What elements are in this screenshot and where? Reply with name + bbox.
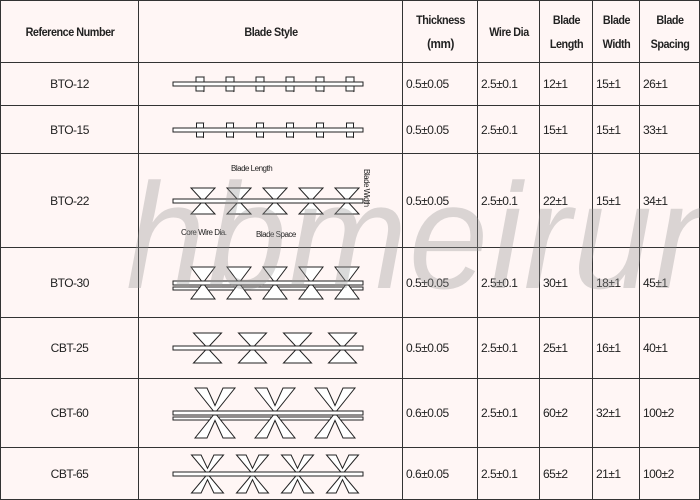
length-cell: 25±1 <box>539 317 593 379</box>
width-cell: 15±1 <box>592 105 640 154</box>
table-row: BTO-30 0.5±0.05 2.5±0.1 30±1 18±1 45±1 <box>0 247 700 318</box>
length-cell: 65±2 <box>539 447 593 500</box>
label-blade-length: Blade Length <box>231 164 272 173</box>
blade-style-drawing <box>172 122 363 138</box>
thickness-cell: 0.6±0.05 <box>402 378 478 448</box>
wire-cell: 2.5±0.1 <box>477 378 540 448</box>
length-cell: 15±1 <box>539 105 593 154</box>
width-cell: 21±1 <box>592 447 640 500</box>
blade-style-cell: Blade Length Core Wire Dia. Blade Space Bla… <box>138 153 403 248</box>
thickness-cell: 0.5±0.05 <box>402 62 478 106</box>
length-cell: 60±2 <box>539 378 593 448</box>
ref-cell: CBT-60 <box>0 378 139 448</box>
header-thickness: Thickness (mm) <box>405 0 475 63</box>
table-row: BTO-22 Blade Length Core Wire Dia. Blade S… <box>0 153 700 248</box>
table-row: BTO-12 0.5±0.05 2.5±0.1 12±1 15±1 26±1 <box>0 62 700 106</box>
length-cell: 22±1 <box>539 153 593 248</box>
length-cell: 12±1 <box>539 62 593 106</box>
header-wire: Wire Dia <box>480 0 537 63</box>
table-row: CBT-25 0.5±0.05 2.5±0.1 25±1 16±1 40±1 <box>0 317 700 379</box>
wire-cell: 2.5±0.1 <box>477 247 540 318</box>
header-style: Blade Style <box>151 0 390 63</box>
blade-style-drawing <box>172 266 363 299</box>
spacing-cell: 100±2 <box>639 378 700 448</box>
width-cell: 16±1 <box>592 317 640 379</box>
header-length: Blade Length <box>541 0 591 63</box>
ref-cell: CBT-65 <box>0 447 139 500</box>
thickness-cell: 0.5±0.05 <box>402 247 478 318</box>
label-blade-space: Blade Space <box>256 230 297 239</box>
spacing-cell: 40±1 <box>639 317 700 379</box>
blade-style-drawing <box>172 387 363 439</box>
width-cell: 15±1 <box>592 153 640 248</box>
header-row: Reference Number Blade Style Thickness (m… <box>1 0 700 63</box>
spacing-cell: 33±1 <box>639 105 700 154</box>
wire-cell: 2.5±0.1 <box>477 153 540 248</box>
blade-style-cell <box>138 247 403 318</box>
blade-style-drawing: Blade Length Core Wire Dia. Blade Space Bla… <box>172 164 371 239</box>
blade-style-cell <box>138 317 403 379</box>
width-cell: 32±1 <box>592 378 640 448</box>
wire-cell: 2.5±0.1 <box>477 317 540 379</box>
header-ref: Reference Number <box>6 0 133 63</box>
blade-style-cell <box>138 447 403 500</box>
length-cell: 30±1 <box>539 247 593 318</box>
thickness-cell: 0.5±0.05 <box>402 105 478 154</box>
ref-cell: BTO-15 <box>0 105 139 154</box>
blade-style-drawing <box>172 332 363 364</box>
wire-cell: 2.5±0.1 <box>477 62 540 106</box>
label-core-wire: Core Wire Dia. <box>181 228 227 237</box>
header-width: Blade Width <box>594 0 638 63</box>
blade-style-cell <box>138 105 403 154</box>
width-cell: 15±1 <box>592 62 640 106</box>
thickness-cell: 0.6±0.05 <box>402 447 478 500</box>
spacing-cell: 26±1 <box>639 62 700 106</box>
table-row: CBT-65 0.6±0.05 2.5±0.1 65±2 21±1 100±2 <box>0 447 700 500</box>
wire-cell: 2.5±0.1 <box>477 105 540 154</box>
spacing-cell: 45±1 <box>639 247 700 318</box>
blade-style-cell <box>138 378 403 448</box>
label-blade-width: Blade Width <box>362 169 371 207</box>
blade-style-cell <box>138 62 403 106</box>
thickness-cell: 0.5±0.05 <box>402 153 478 248</box>
header-spacing: Blade Spacing <box>642 0 697 63</box>
ref-cell: CBT-25 <box>0 317 139 379</box>
table-row: BTO-15 0.5±0.05 2.5±0.1 15±1 15±1 33±1 <box>0 105 700 154</box>
wire-cell: 2.5±0.1 <box>477 447 540 500</box>
blade-style-drawing <box>172 454 363 493</box>
ref-cell: BTO-30 <box>0 247 139 318</box>
table-row: CBT-60 0.6±0.05 2.5±0.1 60±2 32±1 100±2 <box>0 378 700 448</box>
spacing-cell: 34±1 <box>639 153 700 248</box>
width-cell: 18±1 <box>592 247 640 318</box>
thickness-cell: 0.5±0.05 <box>402 317 478 379</box>
ref-cell: BTO-22 <box>0 153 139 248</box>
ref-cell: BTO-12 <box>0 62 139 106</box>
blade-style-drawing <box>172 76 363 93</box>
spacing-cell: 100±2 <box>639 447 700 500</box>
